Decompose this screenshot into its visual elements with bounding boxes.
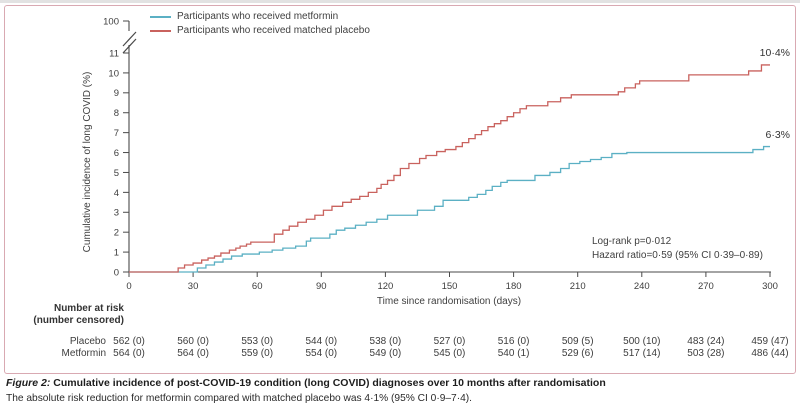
figure-number-label: Figure 2: — [6, 377, 51, 389]
risk-cell: 545 (0) — [433, 348, 466, 359]
metformin-line-swatch — [150, 16, 171, 18]
risk-cell: 483 (24) — [687, 336, 725, 347]
legend-item-placebo: Participants who received matched placeb… — [150, 24, 370, 38]
stats-annotation: Log-rank p=0·012 Hazard ratio=0·59 (95% … — [592, 235, 763, 263]
risk-cell: 538 (0) — [369, 336, 402, 347]
caption-title-text: Cumulative incidence of post-COVID-19 co… — [53, 377, 606, 389]
risk-cell: 529 (6) — [561, 348, 594, 359]
risk-cell: 516 (0) — [497, 336, 530, 347]
caption-body-line: The absolute risk reduction for metformi… — [6, 393, 473, 404]
risk-cell: 564 (0) — [113, 348, 145, 359]
risk-cell: 559 (0) — [241, 348, 274, 359]
chart-legend: Participants who received metformin Part… — [150, 10, 370, 38]
placebo-line-swatch — [150, 30, 171, 32]
screenshot-top-edge — [0, 0, 800, 3]
risk-cell: 503 (28) — [687, 348, 725, 359]
caption-title-line: Figure 2: Cumulative incidence of post-C… — [6, 377, 796, 389]
risk-cell: 517 (14) — [623, 348, 661, 359]
risk-cell: 509 (5) — [561, 336, 594, 347]
risk-row-label-metformin: Metformin — [61, 348, 106, 359]
legend-label-metformin: Participants who received metformin — [177, 11, 339, 22]
risk-cell: 540 (1) — [497, 348, 530, 359]
risk-cell: 500 (10) — [623, 336, 661, 347]
legend-item-metformin: Participants who received metformin — [150, 10, 370, 24]
risk-table-header-line1: Number at risk — [53, 303, 124, 314]
legend-label-placebo: Participants who received matched placeb… — [177, 25, 370, 36]
metformin-end-value-label: 6·3% — [765, 128, 790, 141]
hazard-ratio-text: Hazard ratio=0·59 (95% CI 0·39–0·89) — [592, 250, 763, 261]
risk-cell: 459 (47) — [751, 336, 789, 347]
risk-cell: 553 (0) — [241, 336, 274, 347]
risk-cell: 527 (0) — [433, 336, 466, 347]
risk-table-header-line2: (number censored) — [33, 315, 124, 326]
risk-cell: 544 (0) — [305, 336, 338, 347]
risk-cell: 486 (44) — [751, 348, 789, 359]
risk-cell: 562 (0) — [113, 336, 145, 347]
log-rank-text: Log-rank p=0·012 — [592, 236, 672, 247]
placebo-end-value-label: 10·4% — [759, 46, 790, 59]
risk-cell: 549 (0) — [369, 348, 402, 359]
risk-cell: 564 (0) — [177, 348, 209, 359]
risk-row-label-placebo: Placebo — [69, 336, 106, 347]
risk-cell: 560 (0) — [177, 336, 209, 347]
risk-cell: 554 (0) — [305, 348, 338, 359]
